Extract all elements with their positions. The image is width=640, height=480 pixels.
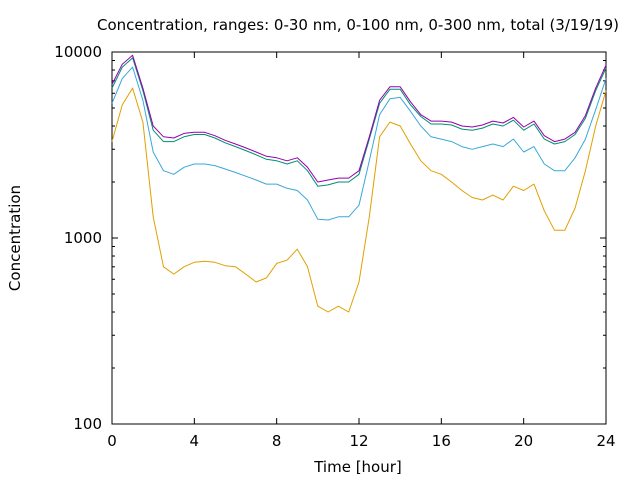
y-tick-label: 100	[73, 415, 102, 433]
series-line-1	[111, 87, 607, 313]
x-axis-label: Time [hour]	[313, 458, 402, 476]
y-axis: 100 1000 10000	[54, 43, 606, 433]
x-tick-label: 16	[432, 432, 451, 450]
series-line-3	[111, 57, 607, 187]
x-tick-label: 0	[107, 432, 117, 450]
x-tick-label: 24	[596, 432, 615, 450]
y-axis-label: Concentration	[6, 185, 24, 291]
x-tick-label: 12	[349, 432, 368, 450]
x-axis: 0 4 8 12 16 20 24	[107, 52, 616, 450]
x-tick-label: 20	[514, 432, 533, 450]
plot-area-border	[111, 51, 607, 425]
x-tick-label: 4	[190, 432, 200, 450]
series-layer	[111, 54, 607, 313]
y-tick-label: 10000	[54, 43, 102, 61]
series-line-2	[111, 66, 607, 221]
x-tick-label: 8	[272, 432, 282, 450]
y-tick-label: 1000	[64, 229, 102, 247]
series-line-4	[111, 54, 607, 183]
chart-title: Concentration, ranges: 0-30 nm, 0-100 nm…	[97, 16, 619, 34]
